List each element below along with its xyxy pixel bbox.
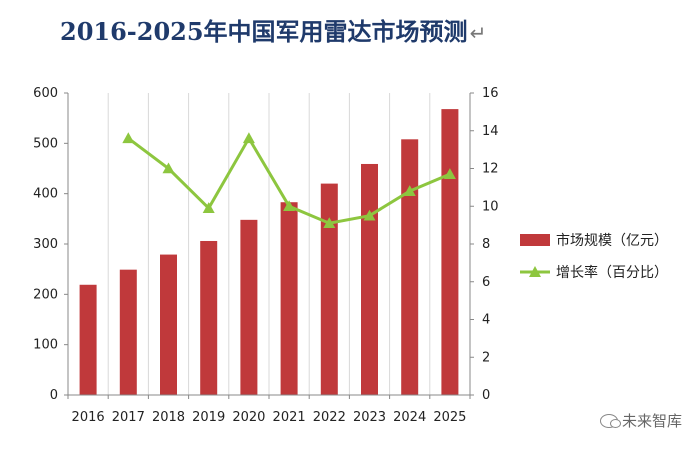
right-tick-label: 16 (482, 86, 499, 101)
legend-label-market-size: 市场规模（亿元） (556, 232, 668, 249)
left-tick-label: 500 (33, 136, 58, 151)
right-tick-label: 12 (482, 162, 499, 177)
right-tick-label: 14 (482, 124, 499, 139)
x-tick-label: 2020 (232, 410, 265, 425)
bar-2025 (441, 109, 459, 396)
growth-point-2019 (202, 202, 215, 213)
legend: 市场规模（亿元） 增长率（百分比） (520, 232, 668, 281)
x-tick-label: 2018 (152, 410, 185, 425)
axes: 0 100 200 300 400 500 600 0 2 4 6 8 10 12 14 16 2016 2017… (33, 86, 498, 425)
chat-bubble-icon (599, 413, 621, 428)
growth-point-2021 (283, 200, 296, 212)
growth-point-2024 (403, 185, 416, 196)
x-tick-label: 2023 (353, 410, 386, 425)
chart-title: 2016-2025年中国军用雷达市场预测 ↵ (60, 12, 486, 47)
x-tick-label: 2022 (313, 410, 346, 425)
bar-2021 (280, 202, 298, 395)
left-tick-label: 400 (33, 187, 58, 202)
bar-2020 (240, 219, 258, 395)
bar-2018 (160, 254, 177, 395)
x-tick-label: 2021 (273, 410, 306, 425)
growth-point-2018 (162, 162, 175, 174)
left-tick-label: 100 (33, 338, 58, 353)
bar-2017 (119, 269, 137, 395)
watermark: 未来智库 (599, 410, 682, 431)
right-tick-label: 10 (482, 199, 499, 214)
left-tick-label: 0 (50, 388, 58, 403)
legend-swatch-marker (529, 266, 541, 277)
bar-2016 (79, 284, 97, 395)
left-tick-label: 600 (33, 86, 58, 101)
bar-2019 (200, 240, 218, 395)
right-tick-label: 8 (482, 237, 490, 252)
growth-point-2020 (242, 132, 255, 144)
return-mark-icon: ↵ (469, 21, 487, 45)
bar-2024 (401, 139, 419, 395)
x-tick-label: 2019 (192, 410, 225, 425)
right-tick-label: 0 (482, 388, 490, 403)
x-tick-label: 2025 (433, 410, 466, 425)
legend-swatch-bar (520, 234, 550, 246)
right-tick-label: 6 (482, 275, 490, 290)
line-series (122, 132, 456, 229)
chart-title-text: 2016-2025年中国军用雷达市场预测 (60, 17, 468, 46)
growth-point-2023 (363, 209, 376, 221)
bar-2023 (361, 163, 378, 395)
right-tick-label: 4 (482, 313, 490, 328)
watermark-text: 未来智库 (621, 412, 682, 430)
left-tick-label: 300 (33, 237, 58, 252)
legend-label-growth-rate: 增长率（百分比） (556, 264, 668, 281)
gridlines (107, 93, 431, 395)
x-tick-label: 2024 (393, 410, 426, 425)
bar-2022 (320, 183, 338, 395)
x-tick-label: 2017 (112, 410, 145, 425)
growth-point-2025 (443, 168, 456, 179)
growth-point-2017 (122, 132, 135, 144)
left-tick-label: 200 (33, 287, 58, 302)
bar-series (79, 109, 459, 396)
growth-point-2022 (323, 217, 336, 229)
right-tick-label: 2 (482, 350, 490, 365)
x-tick-label: 2016 (72, 410, 105, 425)
